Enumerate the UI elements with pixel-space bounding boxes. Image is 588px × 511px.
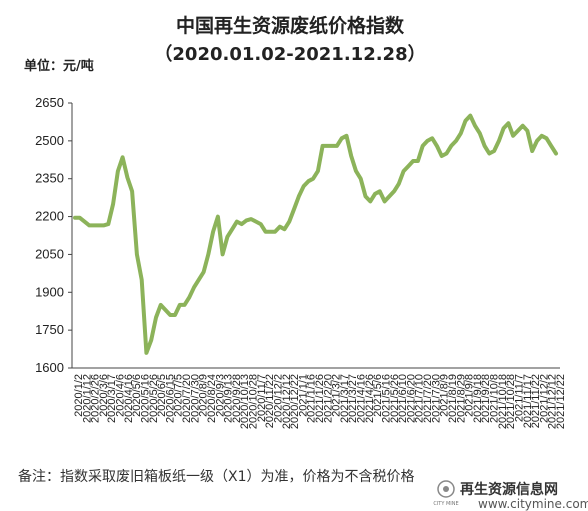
x-tick-label: 2021/1/1 — [297, 374, 309, 417]
x-tick-label: 2020/11/22 — [264, 374, 276, 428]
x-tick-label: 2021/4/26 — [364, 374, 376, 423]
x-tick-label: 2021/11/17 — [522, 374, 534, 428]
x-tick-label: 2020/5/6 — [131, 374, 143, 417]
x-tick-label: 2021/10/8 — [489, 374, 501, 423]
x-tick-label: 2021/12/12 — [547, 374, 559, 429]
x-tick-label: 2020/6/15 — [164, 374, 176, 423]
unit-label: 单位：元/吨 — [24, 58, 94, 74]
x-tick-label: 2021/1/16 — [306, 374, 318, 423]
x-tick-label: 2020/12/22 — [289, 374, 301, 429]
x-tick-label: 2020/6/5 — [156, 374, 168, 417]
chart-title: 中国再生资源废纸价格指数 — [176, 14, 405, 37]
x-tick-label: 2021/1/26 — [314, 374, 326, 423]
logo-text: CITY MINE — [433, 501, 458, 507]
y-tick-label: 1600 — [35, 360, 64, 375]
x-tick-label: 2021/8/19 — [447, 374, 459, 423]
x-tick-label: 2020/7/20 — [181, 374, 193, 423]
x-tick-label: 2020/12/12 — [281, 374, 293, 429]
x-tick-label: 2021/11/22 — [530, 374, 542, 428]
x-tick-labels: 2020/1/22020/1/122020/2/262020/3/62020/3… — [73, 374, 567, 429]
x-tick-label: 2021/5/16 — [380, 374, 392, 423]
x-tick-label: 2021/3/27 — [347, 374, 359, 423]
y-tick-label: 1900 — [35, 284, 64, 299]
x-tick-label: 2020/11/7 — [256, 374, 268, 422]
x-tick-label: 2020/7/5 — [173, 374, 185, 417]
x-tick-label: 2020/9/3 — [214, 374, 226, 417]
x-tick-label: 2021/5/26 — [389, 374, 401, 423]
y-tick-labels: 1600 1750 1900 2050 2200 2350 2500 2650 — [35, 95, 72, 375]
x-tick-label: 2020/10/28 — [248, 374, 260, 429]
x-tick-label: 2021/5/6 — [372, 374, 384, 417]
series-line — [73, 113, 558, 355]
x-tick-label: 2021/3/2 — [331, 374, 343, 417]
x-tick-label: 2021/10/28 — [505, 374, 517, 429]
x-tick-label: 2021/10/18 — [497, 374, 509, 429]
footnote: 备注：指数采取废旧箱板纸一级（X1）为准，价格为不含税价格 — [18, 468, 415, 485]
y-tick-label: 2650 — [35, 95, 64, 110]
x-tick-label: 2020/1/12 — [81, 374, 93, 423]
x-tick-label: 2021/9/8 — [464, 374, 476, 417]
x-tick-label: 2021/7/10 — [414, 374, 426, 423]
x-tick-label: 2021/3/17 — [339, 374, 351, 423]
x-tick-label: 2020/8/9 — [198, 374, 210, 417]
watermark-logo: CITY MINE — [433, 480, 459, 507]
x-tick-label: 2020/7/30 — [189, 374, 201, 423]
x-tick-label: 2020/4/6 — [115, 374, 127, 417]
x-tick-label: 2021/9/28 — [480, 374, 492, 423]
x-tick-label: 2021/8/29 — [455, 374, 467, 423]
y-tick-label: 2350 — [35, 171, 64, 186]
x-tick-label: 2021/4/16 — [356, 374, 368, 423]
x-tick-label: 2021/2/20 — [322, 374, 334, 423]
y-tick-label: 2500 — [35, 133, 64, 148]
chart-subtitle: （2020.01.02-2021.12.28） — [154, 44, 425, 65]
x-tick-label: 2020/3/17 — [106, 374, 118, 423]
x-tick-label: 2021/12/22 — [555, 374, 567, 429]
x-tick-label: 2020/5/16 — [139, 374, 151, 423]
x-tick-label: 2020/12/2 — [272, 374, 284, 423]
watermark: CITY MINE 再生资源信息网 www.citymine.com — [433, 480, 588, 511]
x-tick-label: 2020/8/24 — [206, 374, 218, 423]
x-tick-label: 2020/9/28 — [231, 374, 243, 423]
axes — [71, 103, 560, 369]
x-tick-label: 2020/4/16 — [123, 374, 135, 423]
x-tick-label: 2020/2/26 — [90, 374, 102, 423]
x-tick-label: 2020/9/13 — [223, 374, 235, 423]
y-tick-label: 1750 — [35, 322, 64, 337]
x-tick-label: 2021/12/2 — [538, 374, 550, 423]
x-tick-label: 2021/7/20 — [422, 374, 434, 423]
x-tick-label: 2020/1/2 — [73, 374, 85, 417]
x-tick-label: 2021/9/18 — [472, 374, 484, 423]
x-tick-label: 2021/8/9 — [439, 374, 451, 417]
x-tick-label: 2021/6/10 — [397, 374, 409, 423]
y-tick-label: 2200 — [35, 209, 64, 224]
x-tick-label: 2021/11/7 — [513, 374, 525, 422]
x-tick-label: 2020/10/13 — [239, 374, 251, 429]
x-tick-label: 2021/7/30 — [430, 374, 442, 423]
watermark-url: www.citymine.com — [478, 497, 588, 511]
y-tick-label: 2050 — [35, 246, 64, 261]
watermark-brand: 再生资源信息网 — [460, 481, 558, 498]
x-tick-label: 2020/5/26 — [148, 374, 160, 423]
x-tick-label: 2021/6/20 — [405, 374, 417, 423]
x-tick-label: 2020/3/6 — [98, 374, 110, 417]
